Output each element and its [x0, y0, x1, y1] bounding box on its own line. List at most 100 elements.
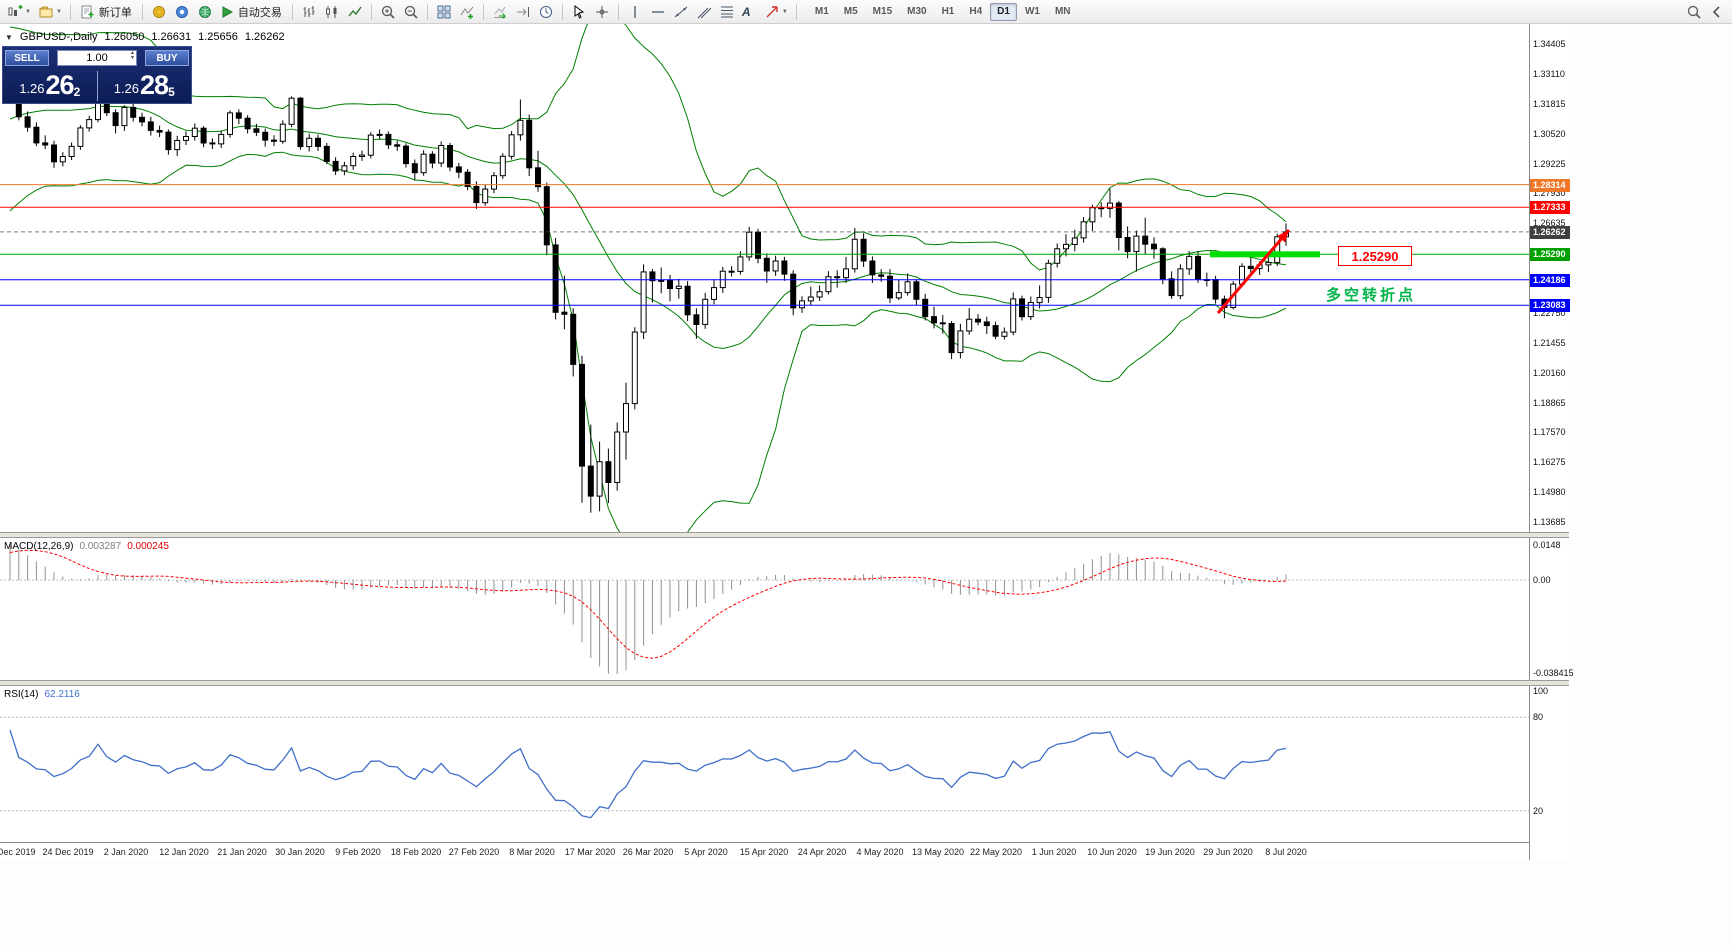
vertical-line-icon: [634, 5, 636, 18]
timeframe-m30[interactable]: M30: [900, 3, 933, 21]
price-callout-label[interactable]: 1.25290: [1338, 246, 1412, 266]
buy-price[interactable]: 1.26 28 5: [113, 69, 175, 100]
candlestick-chart-button[interactable]: [321, 1, 343, 22]
volume-up-icon[interactable]: ▲: [130, 50, 135, 56]
globe-icon: [198, 5, 211, 18]
sell-button[interactable]: SELL: [5, 50, 49, 66]
new-order-label: 新订单: [98, 6, 132, 19]
zoom-in-button[interactable]: [377, 1, 399, 22]
time-tick: 30 Jan 2020: [275, 847, 325, 857]
volume-value: 1.00: [86, 52, 108, 64]
indicators-icon: [460, 6, 474, 19]
one-click-controls: SELL 1.00 ▲ ▼ BUY: [3, 47, 191, 67]
time-tick: 24 Apr 2020: [797, 847, 847, 857]
price-tick: 1.27930: [1533, 188, 1566, 199]
time-tick: 17 Mar 2020: [564, 847, 616, 857]
channel-tool[interactable]: [693, 1, 715, 22]
timeframe-h4[interactable]: H4: [962, 3, 989, 21]
price-tick: 1.16275: [1533, 457, 1566, 468]
rsi-chart[interactable]: [0, 686, 1529, 842]
market-button[interactable]: [194, 1, 216, 22]
text-tool[interactable]: A: [739, 1, 760, 22]
cursor-button[interactable]: [568, 1, 590, 22]
zoom-out-button[interactable]: [400, 1, 422, 22]
turning-point-annotation[interactable]: 多空转折点: [1326, 287, 1417, 304]
price-tick: 1.22750: [1533, 307, 1566, 318]
one-click-trading-panel: SELL 1.00 ▲ ▼ BUY 1.26 26 2 1.26: [2, 46, 192, 104]
autotrading-button[interactable]: 自动交易: [217, 1, 287, 22]
price-tag: 1.27333: [1530, 201, 1570, 215]
vertical-line-tool[interactable]: [624, 1, 646, 22]
fibonacci-tool[interactable]: [716, 1, 738, 22]
favorites-button[interactable]: [148, 1, 170, 22]
horizontal-line-icon: [651, 10, 664, 13]
tile-windows-button[interactable]: [433, 1, 455, 22]
sell-price[interactable]: 1.26 26 2: [19, 69, 81, 100]
play-icon: [222, 5, 233, 18]
price-tag: 1.26262: [1530, 225, 1570, 239]
timeframe-toolbar: M1 M5 M15 M30 H1 H4 D1 W1 MN: [808, 2, 1078, 21]
price-axis[interactable]: 1.34405 1.33110 1.31815 1.30520 1.29225 1.279…: [1529, 24, 1574, 860]
time-tick: 15 Apr 2020: [739, 847, 789, 857]
chart-shift-icon: [516, 6, 529, 17]
price-tag: 1.23083: [1530, 299, 1570, 313]
timeframe-m1[interactable]: M1: [808, 3, 836, 21]
crosshair-icon: [595, 5, 608, 18]
crosshair-button[interactable]: [591, 1, 613, 22]
price-tick: 1.31815: [1533, 98, 1566, 109]
candlestick-chart[interactable]: [0, 24, 1529, 532]
time-axis[interactable]: 16 Dec 2019 24 Dec 2019 2 Jan 2020 12 Jan 2…: [0, 842, 1529, 860]
pane-divider[interactable]: [0, 680, 1569, 686]
new-order-button[interactable]: 新订单: [76, 1, 137, 22]
auto-scroll-button[interactable]: [489, 1, 511, 22]
arrows-tool[interactable]: ▼: [761, 1, 791, 22]
oneclick-toggle-icon[interactable]: ▼: [5, 32, 13, 42]
nav-back-button[interactable]: [1706, 1, 1728, 22]
macd-pane[interactable]: MACD(12,26,9) 0.003287 0.000245: [0, 538, 1529, 680]
toolbar-separator: [291, 3, 293, 20]
line-chart-icon: [348, 6, 362, 16]
buy-button[interactable]: BUY: [145, 50, 189, 66]
main-toolbar: ▼ ▼ 新订单 自动交易: [0, 0, 1732, 24]
search-button[interactable]: [1683, 1, 1705, 22]
chart-shift-button[interactable]: [512, 1, 534, 22]
period-clock-button[interactable]: [535, 1, 557, 22]
gold-coin-icon: [152, 5, 165, 18]
time-tick: 10 Jun 2020: [1087, 847, 1137, 857]
timeframe-d1[interactable]: D1: [990, 2, 1017, 21]
pane-divider[interactable]: [0, 532, 1569, 538]
price-divider: [96, 71, 98, 101]
timeframe-m15[interactable]: M15: [866, 3, 899, 21]
macd-main-value: 0.003287: [79, 541, 122, 552]
timeframe-m5[interactable]: M5: [837, 3, 865, 21]
volume-down-icon[interactable]: ▼: [130, 55, 135, 61]
community-button[interactable]: [171, 1, 193, 22]
rsi-axis-tick: 80: [1533, 712, 1544, 723]
timeframe-w1[interactable]: W1: [1018, 3, 1047, 21]
price-tick: 1.26635: [1533, 218, 1566, 229]
timeframe-h1[interactable]: H1: [935, 3, 962, 21]
price-tick: 1.21455: [1533, 337, 1566, 348]
new-chart-button[interactable]: ▼: [4, 1, 34, 22]
time-tick: 12 Jan 2020: [159, 847, 209, 857]
price-tick: 1.14980: [1533, 487, 1566, 498]
fibonacci-icon: [720, 6, 733, 17]
trendline-tool[interactable]: [670, 1, 692, 22]
profiles-button[interactable]: ▼: [35, 1, 65, 22]
price-tag: 1.28314: [1530, 178, 1570, 192]
community-icon: [175, 5, 188, 18]
horizontal-line-tool[interactable]: [647, 1, 669, 22]
price-tick: 1.20160: [1533, 367, 1566, 378]
timeframe-mn[interactable]: MN: [1048, 3, 1078, 21]
main-chart-pane[interactable]: ▼ GBPUSD-,Daily 1.26050 1.26631 1.25656 …: [0, 24, 1529, 532]
indicators-button[interactable]: [456, 1, 478, 22]
volume-input[interactable]: 1.00 ▲ ▼: [57, 50, 137, 66]
chart-window-gbpusd: ▼ GBPUSD-,Daily 1.26050 1.26631 1.25656 …: [0, 24, 1574, 860]
bar-chart-button[interactable]: [298, 1, 320, 22]
toolbar-separator: [617, 3, 619, 20]
line-chart-button[interactable]: [344, 1, 366, 22]
macd-chart[interactable]: [0, 538, 1529, 680]
autotrading-label: 自动交易: [237, 6, 282, 19]
time-tick: 1 Jun 2020: [1031, 847, 1077, 857]
rsi-pane[interactable]: RSI(14) 62.2116: [0, 686, 1529, 842]
